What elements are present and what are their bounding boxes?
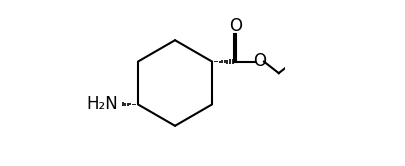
Text: O: O (228, 17, 241, 35)
Text: O: O (252, 52, 265, 70)
Text: H₂N: H₂N (87, 95, 118, 113)
